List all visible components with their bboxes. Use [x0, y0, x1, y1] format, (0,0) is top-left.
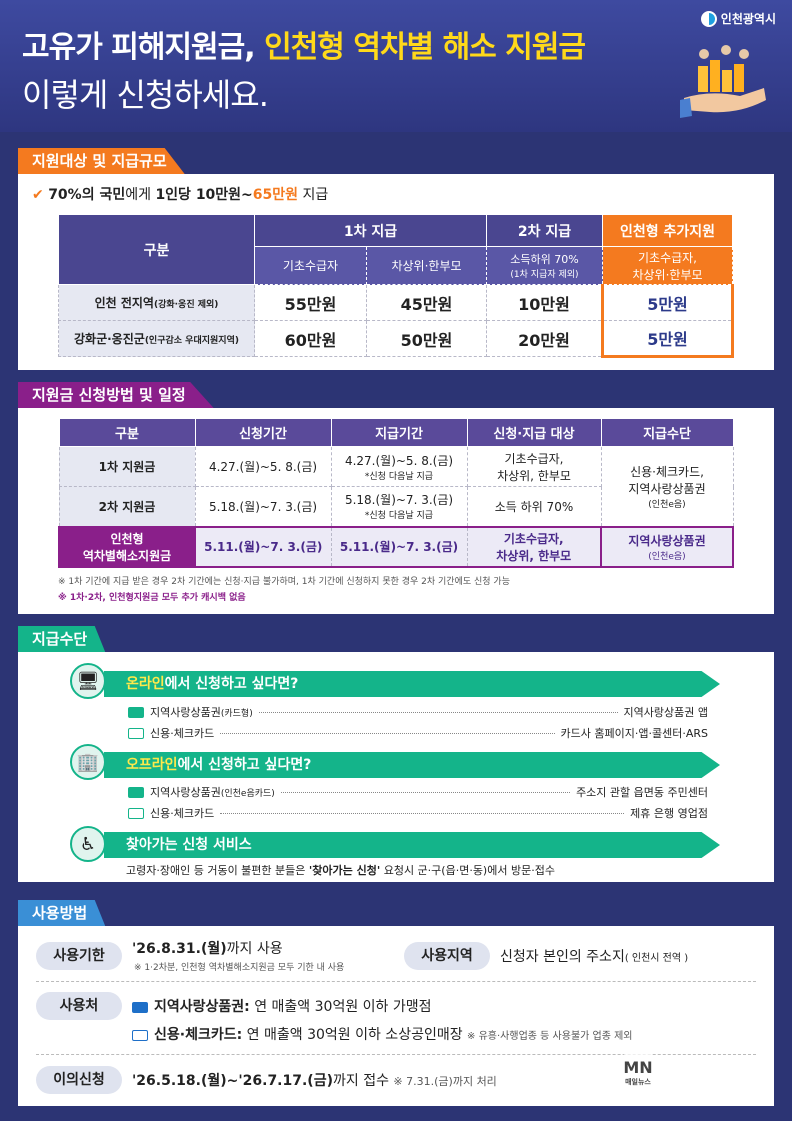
watermark-text: 매일뉴스: [666, 1066, 755, 1094]
visit-service-desc: 고령자·장애인 등 거동이 불편한 분들은 '찾아가는 신청' 요청시 군·구(…: [126, 864, 555, 877]
support-headline: ✔ 70%의 국민에게 1인당 10만원~65만원 지급: [32, 187, 329, 203]
monitor-check-icon: 🖥: [70, 663, 106, 699]
section-tab-payment-means: 지급수단: [18, 626, 106, 652]
support-target-panel: ✔ 70%의 국민에게 1인당 10만원~65만원 지급 구분 1차 지급 2차…: [18, 174, 774, 370]
table-row: 강화군·옹진군(인구감소 우대지원지역) 60만원 50만원 20만원 5만원: [58, 320, 734, 358]
gift-card-icon: [128, 786, 144, 798]
gift-card-icon: [132, 1001, 148, 1013]
page-title: 고유가 피해지원금, 인천형 역차별 해소 지원금: [22, 30, 586, 65]
table-row: 인천 전지역(강화·옹진 제외) 55만원 45만원 10만원 5만원: [58, 284, 734, 321]
incheon-logo: 인천광역시: [700, 10, 776, 27]
check-circle-icon: ✔: [32, 187, 44, 203]
section-tab-support-target: 지원대상 및 지급규모: [18, 148, 185, 174]
credit-card-icon: [132, 1029, 148, 1041]
list-item: 신용·체크카드 제휴 은행 영업점: [128, 805, 708, 821]
support-amount-table: 구분 1차 지급 2차 지급 인천형 추가지원 기초수급자 차상위·한부모 소득…: [58, 214, 734, 358]
usage-place-card: 신용·체크카드: 연 매출액 30억원 이하 소상공인매장 ※ 유흥·사행업종 …: [132, 1024, 633, 1044]
building-icon: 🏢: [70, 744, 106, 780]
list-item: 지역사랑상품권 (인천e음카드) 주소지 관할 읍면동 주민센터: [128, 784, 708, 800]
section-tab-apply-schedule: 지원금 신청방법 및 일정: [18, 382, 214, 408]
usage-area-value: 신청자 본인의 주소지( 인천시 전역 ): [500, 949, 689, 965]
divider: [36, 1054, 756, 1055]
incheon-logo-icon: [700, 10, 717, 27]
usage-place-label: 사용처: [36, 992, 122, 1020]
usage-period-note: ※ 1·2차분, 인천형 역차별해소지원금 모두 기한 내 사용: [134, 963, 345, 973]
objection-value: '26.5.18.(월)~'26.7.17.(금)까지 접수 ※ 7.31.(금…: [132, 1073, 497, 1089]
list-item: 신용·체크카드 카드사 홈페이지·앱·콜센터·ARS: [128, 725, 708, 741]
divider: [36, 981, 756, 982]
usage-area-label: 사용지역: [404, 942, 490, 970]
objection-label: 이의신청: [36, 1066, 122, 1094]
credit-card-icon: [128, 727, 144, 739]
table-row: 1차 지원금 4.27.(월)~5. 8.(금) 4.27.(월)~5. 8.(…: [58, 446, 734, 527]
schedule-note-cashback: ※ 1차·2차, 인천형지원금 모두 추가 캐시백 없음: [58, 593, 246, 603]
online-ribbon: 온라인에서 신청하고 싶다면?: [104, 671, 720, 697]
table-row: 인천형 역차별해소지원금 5.11.(월)~7. 3.(금) 5.11.(월)~7…: [58, 525, 734, 568]
gift-card-icon: [128, 706, 144, 718]
header-banner: 고유가 피해지원금, 인천형 역차별 해소 지원금 이렇게 신청하세요. 인천광…: [0, 0, 792, 132]
usage-period-value: '26.8.31.(월)까지 사용: [132, 941, 283, 957]
section-tab-usage: 사용방법: [18, 900, 106, 926]
hand-coins-illustration-icon: [680, 45, 766, 118]
watermark-logo: MN 매일뉴스: [614, 1050, 662, 1098]
list-item: 지역사랑상품권 (카드형) 지역사랑상품권 앱: [128, 704, 708, 720]
schedule-note: ※ 1차 기간에 지급 받은 경우 2차 기간에는 신청·지급 불가하며, 1차…: [58, 577, 510, 587]
table-row: 2차 지원금 5.18.(월)~7. 3.(금) 5.18.(월)~7. 3.(…: [58, 486, 733, 527]
usage-period-label: 사용기한: [36, 942, 122, 970]
usage-place-gift: 지역사랑상품권: 연 매출액 30억원 이하 가맹점: [132, 996, 432, 1016]
wheelchair-icon: ♿: [70, 826, 106, 862]
offline-ribbon: 오프라인에서 신청하고 싶다면?: [104, 752, 720, 778]
page-subtitle: 이렇게 신청하세요.: [22, 76, 269, 114]
apply-schedule-panel: 구분 신청기간 지급기간 신청·지급 대상 지급수단 1차 지원금 4.27.(…: [18, 408, 774, 614]
credit-card-icon: [128, 807, 144, 819]
schedule-table: 구분 신청기간 지급기간 신청·지급 대상 지급수단 1차 지원금 4.27.(…: [58, 418, 734, 568]
visit-service-ribbon: 찾아가는 신청 서비스: [104, 832, 720, 858]
